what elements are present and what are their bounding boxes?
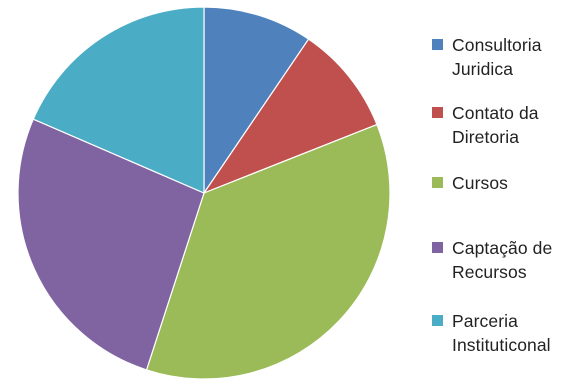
legend-swatch-captacao-de-recursos <box>432 242 443 253</box>
pie-slice-consultoria-juridica <box>203 6 310 195</box>
pie-slice-contato-da-diretoria <box>202 38 378 195</box>
legend-item-cursos: Cursos <box>432 171 508 195</box>
legend-label-captacao-de-recursos: Captação de Recursos <box>452 238 553 282</box>
pie-slice-cursos <box>145 123 391 380</box>
pie-slice-parceria-instituticonal <box>32 6 205 194</box>
legend-swatch-contato-da-diretoria <box>432 107 443 118</box>
pie-slice-captacao-de-recursos <box>17 118 205 371</box>
legend-item-captacao-de-recursos: Captação de Recursos <box>432 236 552 284</box>
legend-label-parceria-instituticonal: Parceria Instituticonal <box>452 311 551 355</box>
legend-item-parceria-instituticonal: Parceria Instituticonal <box>432 309 551 357</box>
pie-slices <box>17 6 391 380</box>
legend-label-contato-da-diretoria: Contato da Diretoria <box>452 103 539 147</box>
legend-label-consultoria-juridica: Consultoria Juridica <box>452 35 542 79</box>
legend-swatch-cursos <box>432 177 443 188</box>
legend-swatch-consultoria-juridica <box>432 39 443 50</box>
legend-item-consultoria-juridica: Consultoria Juridica <box>432 33 542 81</box>
legend-label-cursos: Cursos <box>452 173 509 193</box>
legend-swatch-parceria-instituticonal <box>432 315 443 326</box>
legend-item-contato-da-diretoria: Contato da Diretoria <box>432 101 539 149</box>
